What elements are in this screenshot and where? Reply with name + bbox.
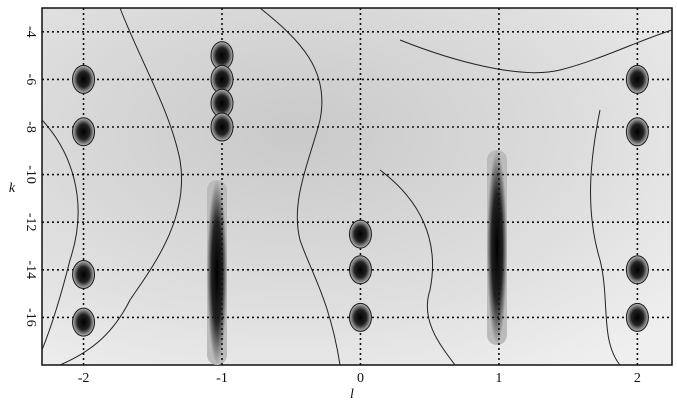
page: {"chart_data": {"type": "contour", "x_la… <box>0 0 677 405</box>
y-tick-label: -10 <box>23 165 38 184</box>
x-tick-label: 0 <box>357 371 364 386</box>
x-tick-label: 2 <box>634 371 641 386</box>
x-tick-label: -2 <box>78 371 90 386</box>
peak <box>211 113 233 141</box>
peak <box>349 220 371 248</box>
y-tick-label: -8 <box>23 121 38 133</box>
peak <box>349 303 371 331</box>
peak <box>73 308 95 336</box>
peak <box>626 303 648 331</box>
peak <box>349 256 371 284</box>
peak <box>626 256 648 284</box>
chart: k l -2-1012-4-6-8-10-12-14-16 <box>0 0 677 400</box>
peak <box>73 65 95 93</box>
peak <box>626 65 648 93</box>
x-tick-label: 1 <box>495 371 502 386</box>
x-axis-label: l <box>350 387 354 400</box>
peak <box>73 261 95 289</box>
y-axis-label: k <box>9 181 16 196</box>
y-tick-label: -4 <box>23 26 38 38</box>
x-tick-label: -1 <box>216 371 228 386</box>
peak <box>73 118 95 146</box>
y-tick-label: -12 <box>23 213 38 232</box>
y-tick-label: -14 <box>23 260 38 279</box>
y-tick-label: -6 <box>23 74 38 86</box>
peak <box>626 118 648 146</box>
y-tick-label: -16 <box>23 308 38 327</box>
